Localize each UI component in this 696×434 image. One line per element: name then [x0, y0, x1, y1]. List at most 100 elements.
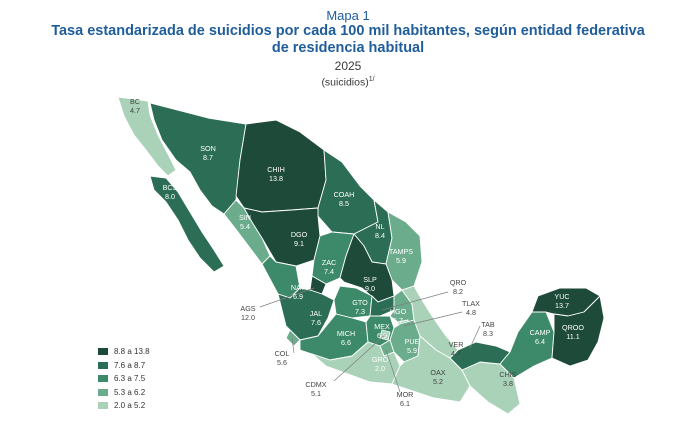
map-number: Mapa 1 [326, 8, 370, 23]
state-shape-jal [277, 287, 335, 341]
state-abbr: SLP [363, 275, 377, 284]
state-value: 2.0 [375, 364, 385, 373]
legend-label: 2.0 a 5.2 [114, 401, 146, 411]
legend-swatch [98, 388, 108, 396]
map-title-line-2: de residencia habitual [271, 40, 425, 56]
state-abbr: QRO [450, 278, 467, 287]
leader-line-mor [385, 349, 401, 393]
map-header: Mapa 1 Tasa estandarizada de suicidios p… [0, 8, 696, 90]
state-label-chis: CHIS 3.8 [499, 370, 516, 388]
legend-item: 6.3 a 7.5 [98, 372, 150, 386]
state-label-camp: CAMP 6.4 [530, 328, 551, 346]
state-abbr: NAY [291, 283, 305, 292]
state-abbr: ZAC [322, 258, 336, 267]
state-value: 8.5 [339, 199, 349, 208]
state-abbr: YUC [554, 292, 569, 301]
leader-line-col [291, 337, 295, 354]
state-shape-bc [117, 96, 177, 177]
map-unit: (suicidios)1/ [0, 73, 696, 90]
state-label-oax: OAX 5.2 [430, 368, 445, 386]
state-label-nl: NL 8.4 [375, 222, 385, 240]
legend-item: 5.3 a 6.2 [98, 386, 150, 400]
state-value: 8.7 [203, 153, 213, 162]
state-abbr: BC [130, 97, 140, 106]
state-abbr: GTO [352, 298, 368, 307]
leader-line-ags [259, 287, 315, 308]
legend-label: 6.3 a 7.5 [114, 374, 146, 384]
legend-item: 2.0 a 5.2 [98, 399, 150, 413]
state-abbr: TAMPS [389, 247, 413, 256]
state-value: 12.0 [241, 313, 255, 322]
state-label-ags: AGS 12.0 [240, 304, 255, 322]
legend-label: 8.8 a 13.8 [114, 347, 150, 357]
state-abbr: NL [375, 222, 384, 231]
state-shape-gro [311, 341, 401, 385]
state-value: 5.9 [396, 256, 406, 265]
state-value: 3.8 [503, 379, 513, 388]
map-legend: 8.8 a 13.8 7.6 a 8.7 6.3 a 7.5 5.3 a 6.2… [98, 345, 150, 413]
state-abbr: MOR [397, 390, 414, 399]
state-abbr: PUE [405, 337, 420, 346]
state-label-nay: NAY 6.9 [291, 283, 305, 301]
state-shape-slp [339, 233, 395, 303]
state-value: 5.6 [277, 358, 287, 367]
state-shape-sin [223, 199, 271, 265]
state-value: 6.6 [341, 338, 351, 347]
leader-line-tab [469, 325, 481, 349]
state-label-son: SON 8.7 [200, 144, 216, 162]
legend-swatch [98, 348, 108, 356]
state-label-ver: VER 4.7 [449, 340, 464, 358]
state-label-dgo: DGO 9.1 [291, 230, 308, 248]
state-value: 6.9 [377, 331, 387, 340]
leader-line-cdmx [333, 333, 387, 382]
legend-swatch [98, 361, 108, 369]
state-abbr: CAMP [530, 328, 551, 337]
state-value: 6.4 [535, 337, 545, 346]
legend-item: 8.8 a 13.8 [98, 345, 150, 359]
state-label-qro: QRO 8.2 [450, 278, 467, 296]
state-abbr: DGO [291, 230, 308, 239]
state-abbr: SIN [239, 213, 251, 222]
state-label-mor: MOR 6.1 [397, 390, 414, 408]
map-year: 2025 [334, 59, 362, 73]
state-label-slp: SLP 9.0 [363, 275, 377, 293]
legend-swatch [98, 402, 108, 410]
state-label-bcs: BCS 8.0 [163, 183, 178, 201]
state-label-gto: GTO 7.3 [352, 298, 368, 316]
state-value: 11.1 [566, 332, 579, 341]
state-value: 5.2 [433, 377, 443, 386]
state-abbr: MEX [374, 322, 390, 331]
legend-label: 7.6 a 8.7 [114, 360, 146, 370]
state-abbr: SON [200, 144, 216, 153]
state-shape-camp [499, 311, 555, 379]
state-label-mex: MEX 6.9 [374, 322, 390, 340]
state-shape-bcs [149, 175, 225, 273]
state-value: 8.3 [483, 329, 493, 338]
state-label-tab: TAB 8.3 [481, 320, 495, 338]
state-label-pue: PUE 5.9 [405, 337, 420, 355]
state-abbr: TLAX [462, 299, 480, 308]
legend-swatch [98, 375, 108, 383]
state-abbr: BCS [163, 183, 178, 192]
map-title-line-1: Tasa estandarizada de suicidios por cada… [51, 23, 645, 39]
state-abbr: MICH [337, 329, 355, 338]
state-label-chih: CHIH 13.8 [267, 165, 285, 183]
state-abbr: CHIH [267, 165, 285, 174]
leader-line-tlax [403, 311, 463, 327]
state-value: 5.9 [407, 346, 417, 355]
unit-footnote-mark: 1/ [368, 76, 375, 83]
state-abbr: HGO [390, 307, 407, 316]
state-shape-col [285, 329, 301, 347]
state-value: 4.7 [451, 349, 461, 358]
state-value: 7.4 [324, 267, 334, 276]
state-label-hgo: HGO 5.7 [390, 307, 407, 325]
state-value: 6.9 [293, 292, 303, 301]
state-value: 8.0 [165, 192, 175, 201]
state-value: 4.7 [130, 106, 140, 115]
state-label-bc: BC 4.7 [130, 97, 140, 115]
state-label-jal: JAL 7.6 [310, 309, 322, 327]
legend-item: 7.6 a 8.7 [98, 359, 150, 373]
state-abbr: COAH [334, 190, 355, 199]
state-abbr: CHIS [499, 370, 516, 379]
